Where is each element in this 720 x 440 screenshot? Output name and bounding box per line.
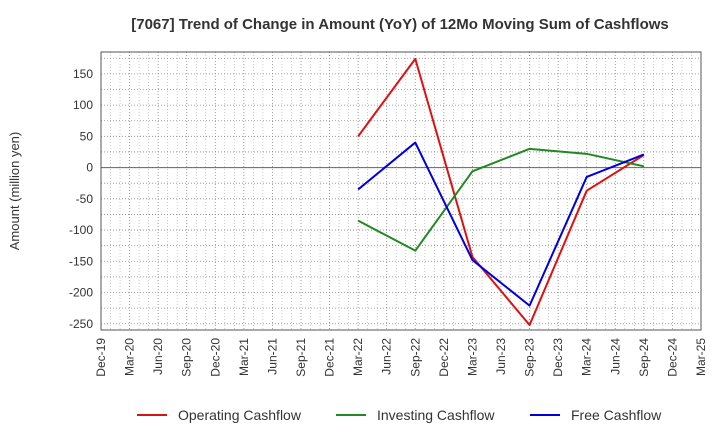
x-tick-label: Jun-22 (380, 338, 394, 375)
x-tick-label: Mar-25 (694, 338, 708, 376)
y-tick-label: -200 (69, 286, 93, 300)
y-tick-label: -150 (69, 254, 93, 268)
y-tick-label: -100 (69, 223, 93, 237)
x-tick-label: Dec-22 (437, 338, 451, 377)
y-tick-label: 50 (80, 129, 94, 143)
plot-background (101, 52, 701, 330)
x-tick-label: Dec-19 (94, 338, 108, 377)
x-tick-label: Sep-24 (637, 338, 651, 377)
x-tick-label: Sep-23 (523, 338, 537, 377)
legend-label: Free Cashflow (571, 407, 662, 423)
legend-label: Investing Cashflow (377, 407, 495, 423)
x-tick-label: Dec-20 (208, 338, 222, 377)
x-tick-label: Mar-22 (351, 338, 365, 376)
x-tick-label: Mar-21 (237, 338, 251, 376)
x-tick-label: Mar-24 (580, 338, 594, 376)
x-tick-label: Dec-24 (665, 338, 679, 377)
x-tick-label: Mar-20 (123, 338, 137, 376)
x-tick-label: Sep-22 (408, 338, 422, 377)
legend-label: Operating Cashflow (178, 407, 302, 423)
x-tick-label: Dec-23 (551, 338, 565, 377)
x-tick-label: Sep-21 (294, 338, 308, 377)
y-tick-label: 100 (73, 98, 93, 112)
x-tick-label: Jun-24 (608, 338, 622, 375)
plot-border (100, 51, 702, 331)
y-tick-label: 0 (86, 161, 93, 175)
series-line (357, 57, 645, 327)
x-tick-label: Jun-23 (494, 338, 508, 375)
y-axis-label: Amount (million yen) (7, 132, 22, 251)
y-tick-label: -250 (69, 317, 93, 331)
y-tick-label: -50 (76, 192, 94, 206)
legend: Operating Cashflow Investing Cashflow Free… (137, 407, 662, 423)
x-tick-label: Jun-21 (265, 338, 279, 375)
x-tick-label: Mar-23 (465, 338, 479, 376)
x-tick-label: Dec-21 (323, 338, 337, 377)
x-tick-label: Jun-20 (151, 338, 165, 375)
series-line (357, 147, 645, 252)
series-line (357, 141, 645, 307)
y-tick-label: 150 (73, 67, 93, 81)
chart-title: [7067] Trend of Change in Amount (YoY) o… (131, 16, 669, 33)
x-tick-label: Sep-20 (180, 338, 194, 377)
